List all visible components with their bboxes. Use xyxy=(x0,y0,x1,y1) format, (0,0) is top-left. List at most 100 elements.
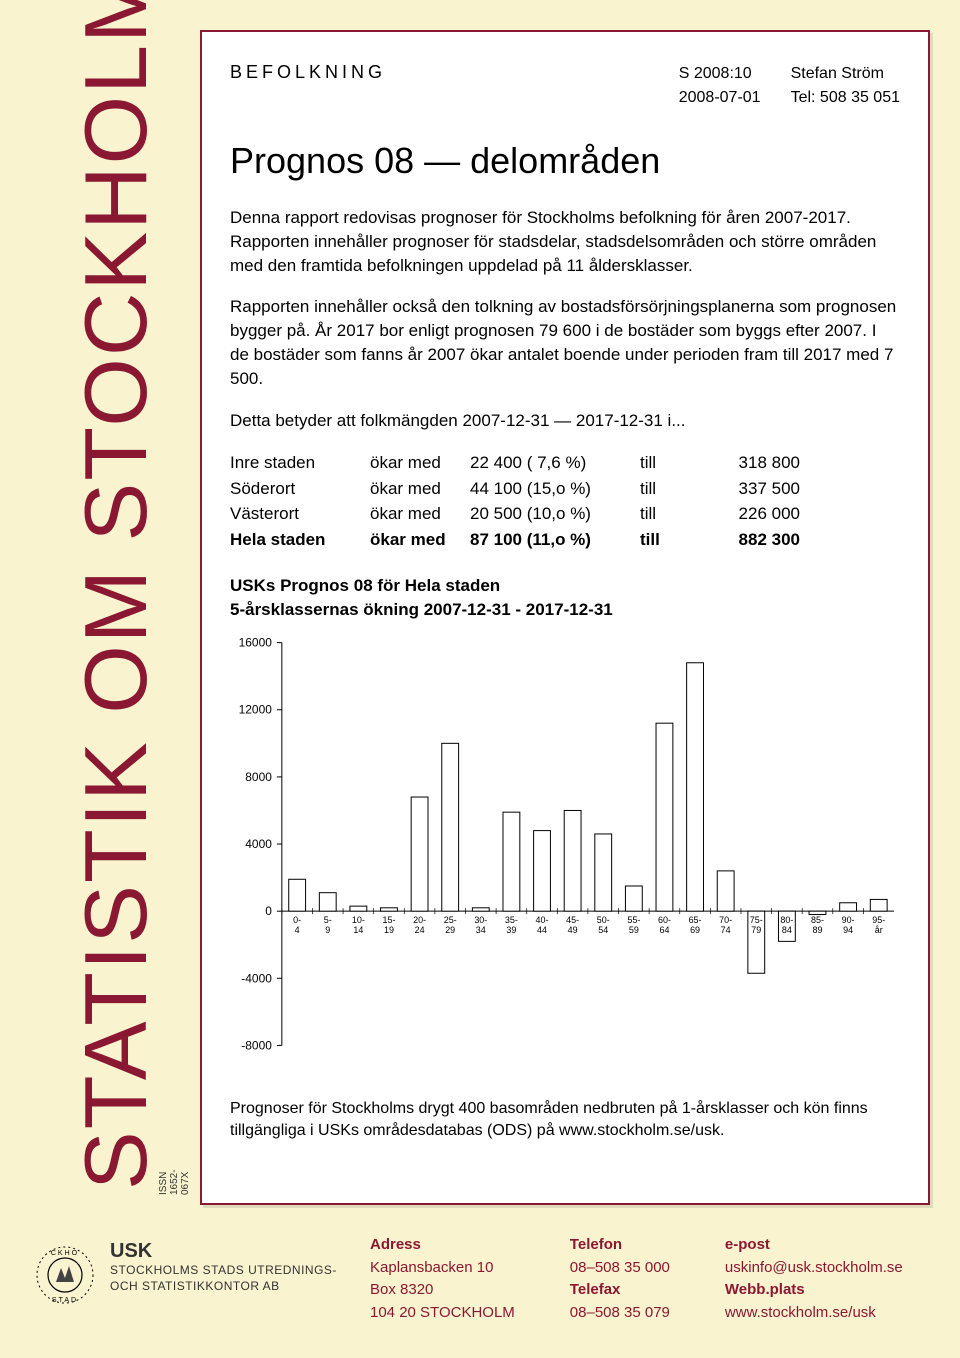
summary-cell: ökar med xyxy=(370,501,470,527)
svg-text:40-: 40- xyxy=(536,915,549,925)
svg-text:60-: 60- xyxy=(658,915,671,925)
summary-cell: till xyxy=(640,501,700,527)
page-title: Prognos 08 — delområden xyxy=(230,140,900,182)
summary-cell: 44 100 (15,o %) xyxy=(470,476,640,502)
svg-text:79: 79 xyxy=(751,925,761,935)
summary-row: Västerortökar med20 500 (10,o %)till226 … xyxy=(230,501,900,527)
svg-text:5-: 5- xyxy=(324,915,332,925)
summary-cell: Hela staden xyxy=(230,527,370,553)
svg-text:10-: 10- xyxy=(352,915,365,925)
header-row: BEFOLKNING S 2008:10 2008-07-01 Stefan S… xyxy=(230,62,900,110)
usk-block: USK STOCKHOLMS STADS UTREDNINGS- OCH STA… xyxy=(110,1234,370,1294)
svg-text:-4000: -4000 xyxy=(241,971,272,985)
summary-cell: 22 400 ( 7,6 %) xyxy=(470,450,640,476)
svg-text:39: 39 xyxy=(506,925,516,935)
svg-text:8000: 8000 xyxy=(245,770,272,784)
email-l1: uskinfo@usk.stockholm.se xyxy=(725,1257,903,1280)
fax-l1: 08–508 35 079 xyxy=(570,1302,670,1325)
summary-cell: till xyxy=(640,476,700,502)
footer-paragraph: Prognoser för Stockholms drygt 400 basom… xyxy=(230,1098,900,1143)
svg-text:65-: 65- xyxy=(689,915,702,925)
svg-text:30-: 30- xyxy=(474,915,487,925)
header-tel: Tel: 508 35 051 xyxy=(791,86,900,110)
summary-cell: 226 000 xyxy=(700,501,800,527)
paragraph-3: Detta betyder att folkmängden 2007-12-31… xyxy=(230,409,900,433)
summary-row: Inre stadenökar med22 400 ( 7,6 %)till31… xyxy=(230,450,900,476)
summary-cell: Inre staden xyxy=(230,450,370,476)
svg-text:95-: 95- xyxy=(872,915,885,925)
summary-cell: 337 500 xyxy=(700,476,800,502)
svg-text:64: 64 xyxy=(659,925,669,935)
svg-text:20-: 20- xyxy=(413,915,426,925)
summary-cell: ökar med xyxy=(370,450,470,476)
svg-text:29: 29 xyxy=(445,925,455,935)
phone-label: Telefon xyxy=(570,1234,670,1257)
svg-text:90-: 90- xyxy=(842,915,855,925)
paragraph-2: Rapporten innehåller också den tolkning … xyxy=(230,295,900,390)
issn-label: ISSN 1652-067X xyxy=(158,1169,191,1195)
svg-text:-8000: -8000 xyxy=(241,1038,272,1052)
address-l2: Box 8320 xyxy=(370,1279,515,1302)
header-meta: S 2008:10 2008-07-01 Stefan Ström Tel: 5… xyxy=(679,62,900,110)
svg-text:74: 74 xyxy=(721,925,731,935)
summary-cell: 882 300 xyxy=(700,527,800,553)
web-l1: www.stockholm.se/usk xyxy=(725,1302,903,1325)
col-address: Adress Kaplansbacken 10 Box 8320 104 20 … xyxy=(370,1234,515,1324)
svg-text:54: 54 xyxy=(598,925,608,935)
summary-cell: 20 500 (10,o %) xyxy=(470,501,640,527)
summary-cell: 318 800 xyxy=(700,450,800,476)
chart-title: USKs Prognos 08 för Hela staden 5-årskla… xyxy=(230,574,900,622)
city-seal-icon: CKHO STAD xyxy=(30,1240,100,1310)
svg-text:24: 24 xyxy=(415,925,425,935)
svg-text:19: 19 xyxy=(384,925,394,935)
summary-row: Söderortökar med44 100 (15,o %)till337 5… xyxy=(230,476,900,502)
usk-title: USK xyxy=(110,1240,370,1263)
svg-text:16000: 16000 xyxy=(239,636,273,650)
address-label: Adress xyxy=(370,1234,515,1257)
address-l1: Kaplansbacken 10 xyxy=(370,1257,515,1280)
chart-svg: -8000-400004000800012000160000-45-910-14… xyxy=(230,634,900,1074)
chart-title-line1: USKs Prognos 08 för Hela staden xyxy=(230,574,900,598)
contact-columns: Adress Kaplansbacken 10 Box 8320 104 20 … xyxy=(370,1234,903,1324)
svg-text:49: 49 xyxy=(568,925,578,935)
svg-text:85-: 85- xyxy=(811,915,824,925)
summary-cell: till xyxy=(640,450,700,476)
col-phone: Telefon 08–508 35 000 Telefax 08–508 35 … xyxy=(570,1234,670,1324)
svg-text:14: 14 xyxy=(353,925,363,935)
header-category: BEFOLKNING xyxy=(230,62,386,110)
svg-text:34: 34 xyxy=(476,925,486,935)
svg-text:9: 9 xyxy=(325,925,330,935)
usk-sub2: OCH STATISTIKKONTOR AB xyxy=(110,1279,370,1295)
summary-cell: Västerort xyxy=(230,501,370,527)
svg-text:år: år xyxy=(875,925,883,935)
svg-text:44: 44 xyxy=(537,925,547,935)
svg-text:35-: 35- xyxy=(505,915,518,925)
content-panel: BEFOLKNING S 2008:10 2008-07-01 Stefan S… xyxy=(200,30,930,1205)
vertical-title: STATISTIK OM STOCKHOLM xyxy=(65,0,167,1190)
svg-text:0: 0 xyxy=(265,904,272,918)
svg-text:59: 59 xyxy=(629,925,639,935)
svg-text:84: 84 xyxy=(782,925,792,935)
svg-text:12000: 12000 xyxy=(239,703,273,717)
svg-text:0-: 0- xyxy=(293,915,301,925)
svg-text:80-: 80- xyxy=(780,915,793,925)
svg-text:89: 89 xyxy=(813,925,823,935)
svg-text:25-: 25- xyxy=(444,915,457,925)
summary-cell: Söderort xyxy=(230,476,370,502)
svg-text:50-: 50- xyxy=(597,915,610,925)
fax-label: Telefax xyxy=(570,1279,670,1302)
summary-cell: 87 100 (11,o %) xyxy=(470,527,640,553)
svg-text:4: 4 xyxy=(295,925,300,935)
header-ref: S 2008:10 xyxy=(679,62,761,86)
bar-chart: -8000-400004000800012000160000-45-910-14… xyxy=(230,634,900,1074)
paragraph-1: Denna rapport redovisas prognoser för St… xyxy=(230,206,900,277)
email-label: e-post xyxy=(725,1234,903,1257)
usk-sub1: STOCKHOLMS STADS UTREDNINGS- xyxy=(110,1263,370,1279)
svg-text:69: 69 xyxy=(690,925,700,935)
svg-text:STAD: STAD xyxy=(52,1297,78,1304)
summary-table: Inre stadenökar med22 400 ( 7,6 %)till31… xyxy=(230,450,900,552)
bottom-bar: CKHO STAD USK STOCKHOLMS STADS UTREDNING… xyxy=(30,1220,930,1335)
svg-text:55-: 55- xyxy=(627,915,640,925)
header-author: Stefan Ström xyxy=(791,62,900,86)
svg-text:45-: 45- xyxy=(566,915,579,925)
